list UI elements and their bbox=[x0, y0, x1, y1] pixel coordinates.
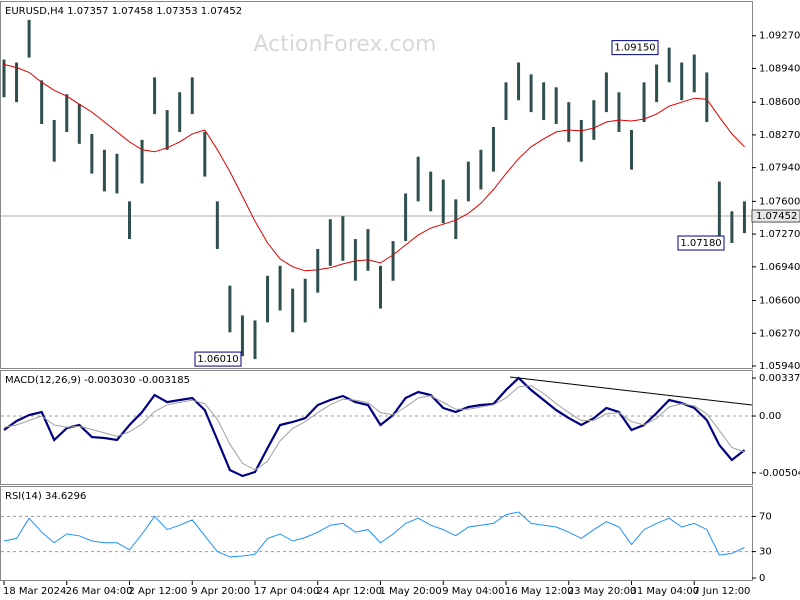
y-tick-label: 0.00 bbox=[759, 411, 781, 422]
rsi-panel bbox=[0, 486, 753, 581]
indicator-line bbox=[3, 376, 746, 478]
y-tick-label: 0 bbox=[759, 573, 765, 584]
x-tick-label: 9 May 04:00 bbox=[442, 586, 504, 597]
x-tick-label: 2 Apr 12:00 bbox=[129, 586, 188, 597]
y-tick-label: 1.06270 bbox=[759, 328, 800, 339]
x-tick-label: 9 Apr 20:00 bbox=[191, 586, 250, 597]
indicator-line bbox=[3, 511, 745, 558]
y-tick-label: 1.08600 bbox=[759, 97, 800, 108]
y-tick-label: 30 bbox=[759, 547, 772, 558]
y-tick-label: 1.08270 bbox=[759, 130, 800, 141]
y-tick-label: 1.05940 bbox=[759, 361, 800, 372]
indicator-line bbox=[3, 385, 745, 471]
x-tick-label: 7 Jun 12:00 bbox=[693, 586, 750, 597]
y-tick-label: 1.07600 bbox=[759, 196, 800, 207]
annotation-box bbox=[677, 235, 725, 251]
last-price-label: 1.07452 bbox=[756, 211, 797, 222]
x-tick-label: 23 May 20:00 bbox=[568, 586, 637, 597]
y-tick-label: 70 bbox=[759, 511, 772, 522]
moving-average bbox=[3, 64, 745, 272]
y-tick-label: 1.08940 bbox=[759, 63, 800, 74]
annotation-label: 1.09150 bbox=[614, 43, 655, 54]
rsi-title: RSI(14) 34.6296 bbox=[5, 491, 86, 502]
y-tick-label: 1.07270 bbox=[759, 229, 800, 240]
x-tick-label: 26 Mar 04:00 bbox=[66, 586, 133, 597]
annotation-box bbox=[194, 351, 242, 367]
y-tick-label: 1.06600 bbox=[759, 296, 800, 307]
last-price-box bbox=[751, 209, 800, 223]
x-tick-label: 24 Apr 12:00 bbox=[317, 586, 382, 597]
annotation-label: 1.06010 bbox=[197, 354, 238, 365]
x-tick-label: 17 Apr 04:00 bbox=[254, 586, 319, 597]
x-tick-label: 1 May 20:00 bbox=[380, 586, 442, 597]
macd-panel bbox=[0, 370, 753, 485]
y-tick-label: 1.06940 bbox=[759, 262, 800, 273]
trend-line bbox=[509, 376, 753, 406]
y-tick-label: -0.00504 bbox=[759, 468, 800, 479]
y-tick-label: 1.07940 bbox=[759, 163, 800, 174]
annotation-label: 1.07180 bbox=[680, 238, 721, 249]
annotation-box bbox=[611, 40, 659, 56]
watermark: ActionForex.com bbox=[254, 32, 437, 57]
x-tick-label: 31 May 04:00 bbox=[631, 586, 700, 597]
macd-title: MACD(12,26,9) -0.003030 -0.003185 bbox=[5, 375, 190, 386]
y-tick-label: 0.003375 bbox=[759, 373, 800, 384]
price-panel bbox=[0, 1, 753, 369]
x-tick-label: 18 Mar 2024 bbox=[3, 586, 66, 597]
x-tick-label: 16 May 12:00 bbox=[505, 586, 574, 597]
chart-title: EURUSD,H4 1.07357 1.07458 1.07353 1.0745… bbox=[5, 6, 242, 17]
y-tick-label: 1.09270 bbox=[759, 31, 800, 42]
